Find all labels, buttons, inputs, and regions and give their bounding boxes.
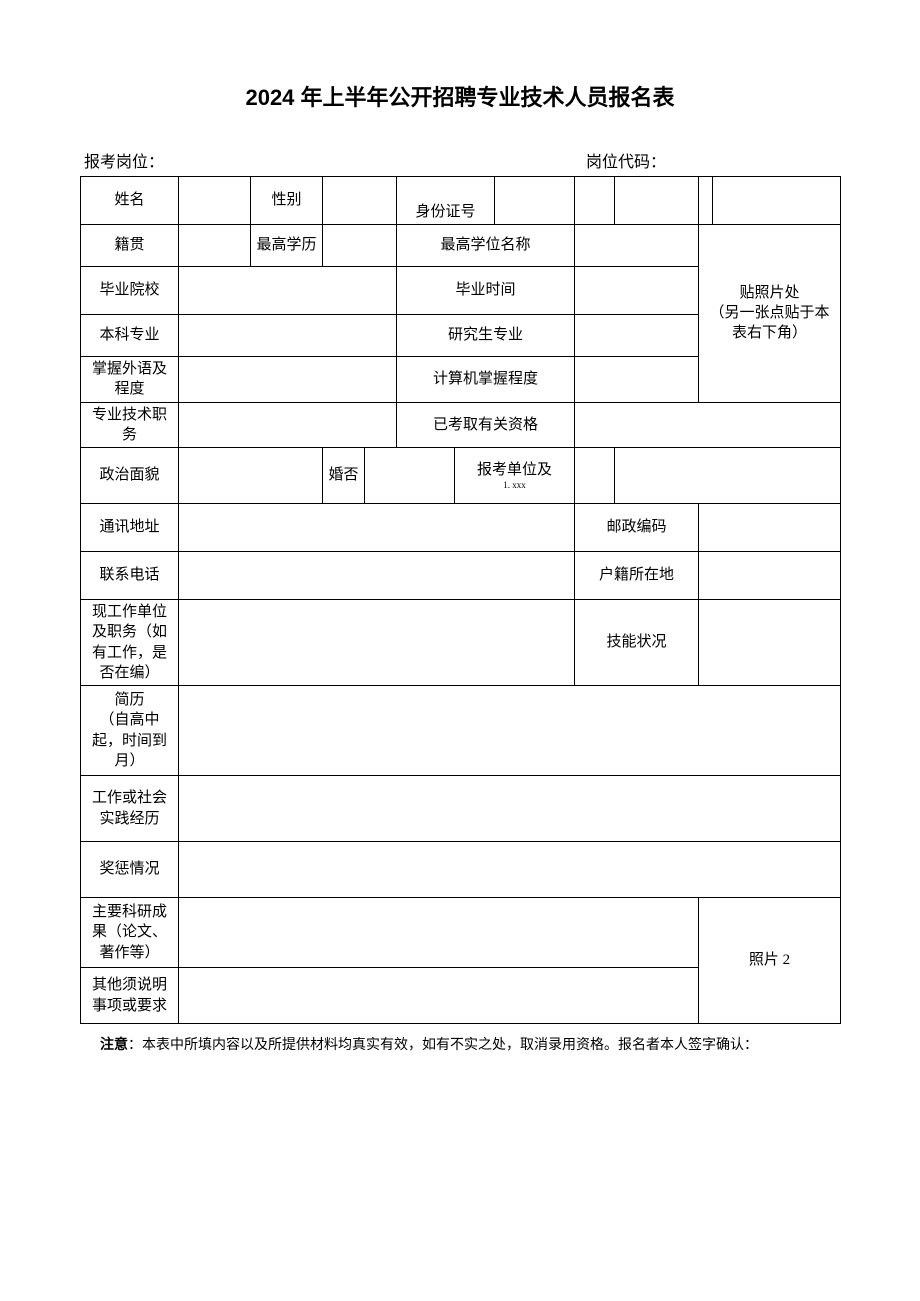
note-prefix: 注意 [100,1038,128,1053]
field-highest-edu[interactable] [323,225,397,267]
field-grad-time[interactable] [575,267,699,315]
field-address[interactable] [179,504,575,552]
field-skills[interactable] [699,600,841,686]
field-native-place[interactable] [179,225,251,267]
field-apply-unit-1[interactable] [575,448,615,504]
field-research[interactable] [179,898,699,968]
header-row: 报考岗位： 岗位代码： [80,148,840,172]
label-undergrad-major: 本科专业 [81,315,179,357]
photo-2-area: 照片 2 [699,898,841,1024]
label-current-work: 现工作单位及职务（如有工作，是否在编） [81,600,179,686]
field-political[interactable] [179,448,323,504]
page-title: 2024 年上半年公开招聘专业技术人员报名表 [80,80,840,112]
field-qualification[interactable] [575,402,841,448]
field-highest-degree[interactable] [575,225,699,267]
label-skills: 技能状况 [575,600,699,686]
field-foreign-lang[interactable] [179,357,397,403]
label-highest-edu: 最高学历 [251,225,323,267]
field-id-number-4[interactable] [699,177,713,225]
label-married: 婚否 [323,448,365,504]
label-phone: 联系电话 [81,552,179,600]
field-gender[interactable] [323,177,397,225]
position-label: 报考岗位： [84,148,586,172]
note-text: ：本表中所填内容以及所提供材料均真实有效，如有不实之处，取消录用资格。报名者本人… [128,1038,758,1053]
label-computer: 计算机掌握程度 [397,357,575,403]
field-apply-unit-2[interactable] [615,448,841,504]
label-gender: 性别 [251,177,323,225]
label-work-exp: 工作或社会实践经历 [81,776,179,842]
label-id-number: 身份证号 [397,177,495,225]
field-id-number-1[interactable] [495,177,575,225]
field-phone[interactable] [179,552,575,600]
label-highest-degree: 最高学位名称 [397,225,575,267]
field-id-number-5[interactable] [713,177,841,225]
label-resume: 简历 （自高中起，时间到月） [81,686,179,776]
field-household[interactable] [699,552,841,600]
field-tech-title[interactable] [179,402,397,448]
field-postcode[interactable] [699,504,841,552]
label-political: 政治面貌 [81,448,179,504]
field-grad-major[interactable] [575,315,699,357]
label-tech-title: 专业技术职务 [81,402,179,448]
label-foreign-lang: 掌握外语及程度 [81,357,179,403]
field-current-work[interactable] [179,600,575,686]
label-grad-time: 毕业时间 [397,267,575,315]
field-resume[interactable] [179,686,841,776]
label-other: 其他须说明事项或要求 [81,968,179,1024]
field-computer[interactable] [575,357,699,403]
field-name[interactable] [179,177,251,225]
field-id-number-3[interactable] [615,177,699,225]
field-awards[interactable] [179,842,841,898]
field-work-exp[interactable] [179,776,841,842]
label-apply-unit: 报考单位及 1. xxx [455,448,575,504]
label-qualification: 已考取有关资格 [397,402,575,448]
label-grad-major: 研究生专业 [397,315,575,357]
photo-area: 贴照片处 （另一张点贴于本表右下角） [699,225,841,403]
field-id-number-2[interactable] [575,177,615,225]
application-form-table: 姓名 性别 身份证号 籍贯 最高学历 最高学位名称 贴照片处 （另一张点贴于本表… [80,176,841,1024]
field-grad-school[interactable] [179,267,397,315]
label-grad-school: 毕业院校 [81,267,179,315]
label-address: 通讯地址 [81,504,179,552]
label-awards: 奖惩情况 [81,842,179,898]
footer-note: 注意：本表中所填内容以及所提供材料均真实有效，如有不实之处，取消录用资格。报名者… [80,1034,840,1054]
label-native-place: 籍贯 [81,225,179,267]
code-label: 岗位代码： [586,148,836,172]
field-other[interactable] [179,968,699,1024]
label-postcode: 邮政编码 [575,504,699,552]
label-research: 主要科研成果（论文、著作等） [81,898,179,968]
label-household: 户籍所在地 [575,552,699,600]
label-name: 姓名 [81,177,179,225]
field-undergrad-major[interactable] [179,315,397,357]
field-married[interactable] [365,448,455,504]
